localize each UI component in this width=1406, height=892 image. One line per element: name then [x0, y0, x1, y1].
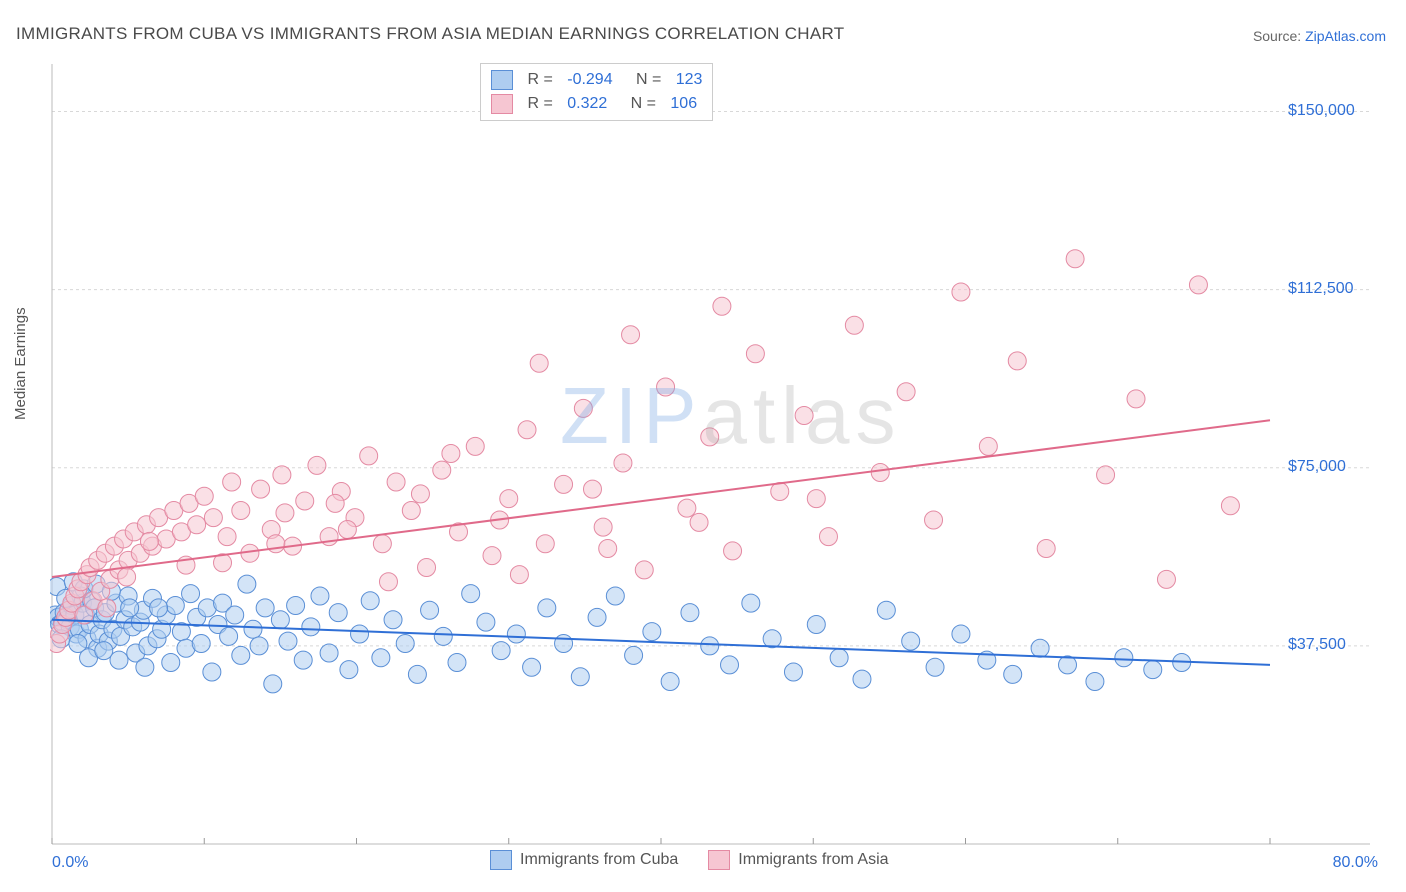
stats-n-label: N = [623, 68, 666, 92]
stats-r-value: 0.322 [567, 92, 607, 116]
source-credit: Source: ZipAtlas.com [1253, 28, 1386, 44]
stats-r-value: -0.294 [567, 68, 612, 92]
stats-row: R = 0.322 N = 106 [491, 92, 702, 116]
y-tick-label: $150,000 [1288, 102, 1355, 120]
y-tick-label: $37,500 [1288, 636, 1346, 654]
legend-item: Immigrants from Cuba [490, 850, 678, 870]
legend-label: Immigrants from Asia [738, 851, 888, 869]
y-tick-label: $75,000 [1288, 458, 1346, 476]
stats-r-label: R = [523, 92, 557, 116]
stats-swatch [491, 94, 513, 114]
y-tick-label: $112,500 [1288, 280, 1354, 298]
legend-swatch [708, 850, 730, 870]
stats-n-label: N = [617, 92, 660, 116]
legend-label: Immigrants from Cuba [520, 851, 678, 869]
stats-n-value: 123 [676, 68, 703, 92]
source-prefix: Source: [1253, 28, 1305, 44]
legend-item: Immigrants from Asia [708, 850, 888, 870]
source-link[interactable]: ZipAtlas.com [1305, 28, 1386, 44]
chart-title: IMMIGRANTS FROM CUBA VS IMMIGRANTS FROM … [16, 24, 844, 44]
y-axis-label: Median Earnings [12, 307, 29, 420]
chart-area [50, 62, 1390, 854]
legend: Immigrants from Cuba Immigrants from Asia [490, 850, 889, 870]
legend-swatch [490, 850, 512, 870]
x-axis-max-label: 80.0% [1333, 854, 1378, 872]
stats-r-label: R = [523, 68, 557, 92]
correlation-stats-box: R = -0.294 N = 123 R = 0.322 N = 106 [480, 63, 713, 121]
stats-n-value: 106 [670, 92, 697, 116]
x-axis-min-label: 0.0% [52, 854, 88, 872]
scatter-chart [50, 62, 1390, 854]
stats-row: R = -0.294 N = 123 [491, 68, 702, 92]
stats-swatch [491, 70, 513, 90]
